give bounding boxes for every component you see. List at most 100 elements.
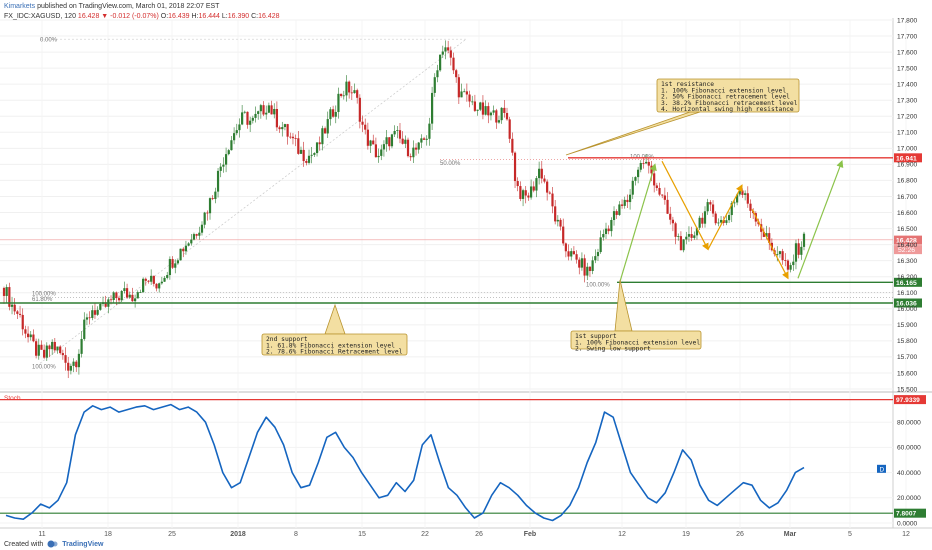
candle-body — [340, 93, 343, 97]
candle-body — [184, 245, 188, 252]
candle-body — [412, 147, 415, 158]
ohlc-low: 16.390 — [227, 13, 250, 20]
candle-body — [468, 94, 471, 102]
candle-body — [567, 251, 570, 257]
candle-body — [679, 236, 683, 251]
price-axis[interactable]: 17.800 17.700 17.600 17.500 17.400 17.300 17.2… — [897, 17, 921, 527]
author-link[interactable]: Kimarkets — [4, 3, 36, 10]
price-tick-label: 16.800 — [897, 178, 918, 185]
candle-body — [128, 294, 131, 298]
horizontal-levels[interactable]: 16.941 16.165 16.036 16.428 52:26 — [0, 153, 922, 308]
candle-body — [800, 246, 803, 255]
candle-body — [93, 310, 97, 315]
callout-line: 3. 38.2% Fibonacci retracement level — [661, 100, 798, 107]
candle-body — [241, 112, 244, 125]
candle-body — [730, 202, 733, 216]
candle-body — [40, 344, 43, 350]
candle-body — [45, 345, 48, 358]
time-tick-label: 15 — [358, 531, 366, 538]
callout-line: 2. Swing low support — [575, 346, 651, 353]
candle-body — [559, 219, 562, 227]
candle-body — [401, 138, 404, 144]
candle-body — [628, 194, 632, 203]
candle-body — [302, 149, 305, 162]
candle-body — [674, 223, 677, 237]
candle-body — [382, 144, 386, 150]
candle-body — [56, 346, 59, 351]
candle-body — [789, 265, 792, 270]
last-price: 16.428 — [77, 13, 100, 20]
candle-body — [602, 234, 605, 238]
candle-body — [374, 144, 378, 158]
candle-body — [176, 260, 180, 264]
candle-body — [179, 248, 182, 261]
countdown-label: 52:26 — [898, 247, 915, 254]
candle-body — [422, 138, 426, 140]
candle-body — [455, 70, 458, 78]
price-tick-label: 17.400 — [897, 81, 918, 88]
time-tick-label: 19 — [682, 531, 690, 538]
candle-body — [653, 173, 656, 186]
fib-percent-label: 100.00% — [32, 365, 56, 371]
publish-line: Kimarkets published on TradingView.com, … — [4, 2, 280, 12]
time-tick-label: 12 — [902, 531, 910, 538]
candle-body — [500, 107, 503, 121]
current-price-tag — [894, 235, 922, 245]
candle-body — [216, 170, 220, 192]
candle-body — [67, 362, 70, 371]
candle-body — [326, 119, 329, 134]
candle-body — [109, 299, 113, 301]
candle-body — [246, 111, 249, 125]
candle-body — [701, 217, 704, 224]
candle-body — [364, 124, 367, 130]
candle-body — [540, 168, 543, 179]
candlestick-series — [2, 40, 806, 379]
stoch-tick-label: 20.0000 — [897, 495, 921, 502]
candle-body — [669, 213, 672, 220]
candle-body — [682, 239, 685, 251]
candle-body — [661, 194, 664, 196]
candle-body — [473, 101, 477, 111]
candle-body — [366, 129, 369, 146]
price-tick-label: 17.200 — [897, 114, 918, 121]
price-tick-label: 15.800 — [897, 338, 918, 345]
candle-body — [334, 111, 337, 117]
candle-body — [781, 251, 784, 261]
projection-arrow — [707, 184, 743, 250]
candle-body — [741, 190, 744, 195]
price-tick-label: 17.300 — [897, 98, 918, 105]
callout-line: 2. 50% Fibonacci retracement level — [661, 94, 790, 101]
price-tick-label: 15.500 — [897, 386, 918, 393]
candle-body — [722, 219, 725, 223]
candle-body — [358, 97, 361, 122]
candle-body — [546, 181, 549, 193]
tradingview-brand[interactable]: TradingView — [62, 540, 104, 548]
time-tick-label: 22 — [421, 531, 429, 538]
candle-body — [746, 193, 749, 204]
stochastic-pane: Stoch 97.9339 7.8007 D — [0, 395, 926, 522]
time-tick-label: 12 — [618, 531, 626, 538]
candle-body — [88, 317, 91, 319]
candle-body — [513, 152, 517, 182]
candle-body — [222, 164, 225, 167]
callout-pointer — [324, 303, 346, 335]
candle-body — [139, 292, 142, 293]
candle-body — [64, 355, 67, 363]
candle-body — [104, 302, 107, 307]
cursor-marker-label: D — [880, 466, 885, 473]
stoch-title: Stoch — [4, 395, 21, 402]
candle-body — [8, 287, 11, 307]
time-axis[interactable]: 11 18 25 2018 8 15 22 26 Feb 12 19 26 Mar 5 12 — [38, 531, 910, 538]
candle-body — [698, 217, 701, 228]
candle-body — [262, 105, 265, 115]
candle-body — [497, 120, 501, 123]
candle-body — [535, 178, 538, 191]
candle-body — [305, 161, 308, 163]
price-tick-label: 16.500 — [897, 226, 918, 233]
candle-body — [604, 228, 608, 235]
candle-body — [596, 252, 600, 257]
candle-body — [511, 138, 514, 153]
candle-body — [235, 130, 238, 134]
